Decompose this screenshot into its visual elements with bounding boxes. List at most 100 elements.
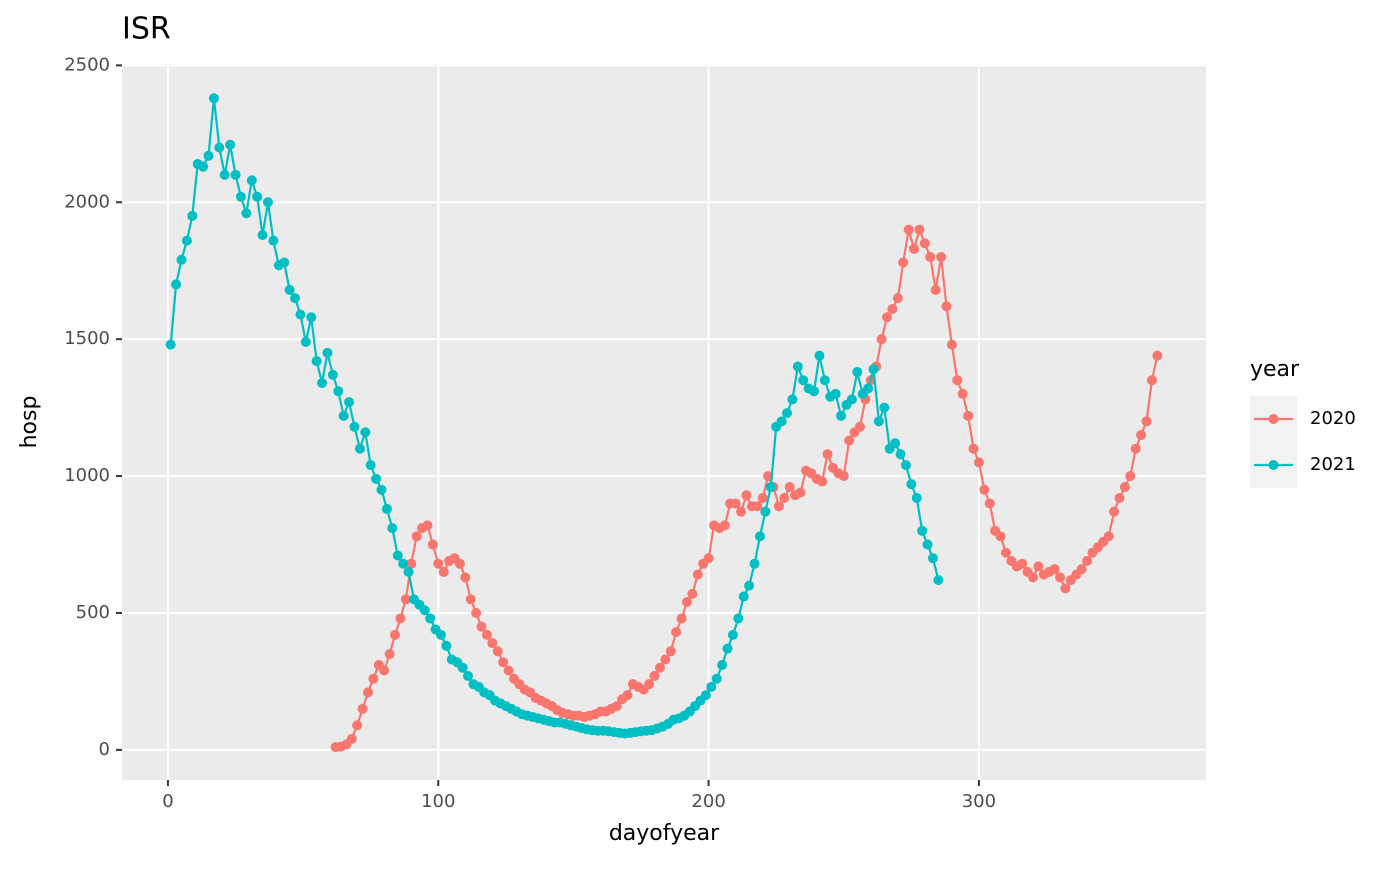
data-point [773, 501, 784, 512]
data-point [246, 175, 257, 186]
data-point [649, 670, 660, 681]
data-point [979, 484, 990, 495]
data-point [306, 312, 317, 323]
data-point [181, 235, 192, 246]
y-tick-label: 2000 [64, 191, 110, 212]
data-point [752, 501, 763, 512]
data-point [927, 553, 938, 564]
data-point [295, 309, 306, 320]
data-point [344, 397, 355, 408]
data-point [387, 523, 398, 534]
legend-title: year [1250, 357, 1300, 382]
data-point [1000, 547, 1011, 558]
data-point [671, 627, 682, 638]
data-point [225, 139, 236, 150]
data-point [171, 279, 182, 290]
data-point [754, 531, 765, 542]
data-point [703, 553, 714, 564]
data-point [900, 460, 911, 471]
data-point [890, 438, 901, 449]
legend-label: 2020 [1310, 408, 1356, 429]
data-point [809, 386, 820, 397]
data-point [1049, 564, 1060, 575]
data-point [730, 498, 741, 509]
data-point [390, 629, 401, 640]
data-point [722, 643, 733, 654]
data-point [933, 575, 944, 586]
data-point [214, 142, 225, 153]
data-point [487, 638, 498, 649]
data-point [909, 243, 920, 254]
data-point [1136, 430, 1147, 441]
data-point [903, 224, 914, 235]
data-point [952, 375, 963, 386]
data-point [798, 375, 809, 386]
data-point [1114, 492, 1125, 503]
data-point [760, 506, 771, 517]
data-point [241, 208, 252, 219]
data-point [898, 257, 909, 268]
data-point [660, 654, 671, 665]
data-point [654, 662, 665, 673]
data-point [1082, 555, 1093, 566]
data-point [176, 254, 187, 265]
data-point [371, 473, 382, 484]
data-point [741, 490, 752, 501]
data-point [311, 356, 322, 367]
data-point [352, 720, 363, 731]
data-point [492, 646, 503, 657]
data-point [1103, 531, 1114, 542]
data-point [349, 421, 360, 432]
data-point [441, 640, 452, 651]
data-point [922, 539, 933, 550]
data-point [362, 687, 373, 698]
data-point [711, 673, 722, 684]
data-point [941, 301, 952, 312]
data-point [1017, 558, 1028, 569]
data-point [395, 613, 406, 624]
y-axis-title: hosp [17, 396, 42, 449]
data-point [719, 520, 730, 531]
data-point [427, 539, 438, 550]
data-point [895, 449, 906, 460]
data-point [784, 482, 795, 493]
data-point [463, 670, 474, 681]
data-point [400, 594, 411, 605]
data-point [392, 550, 403, 561]
data-point [781, 408, 792, 419]
data-point [471, 607, 482, 618]
data-point [398, 558, 409, 569]
data-point [925, 252, 936, 263]
data-point [381, 503, 392, 514]
data-point [911, 492, 922, 503]
data-point [425, 613, 436, 624]
data-point [476, 621, 487, 632]
data-point [257, 230, 268, 241]
data-point [957, 388, 968, 399]
panel [122, 64, 1206, 780]
data-point [665, 646, 676, 657]
data-point [787, 394, 798, 405]
data-point [817, 476, 828, 487]
data-point [973, 457, 984, 468]
data-point [795, 487, 806, 498]
data-point [852, 367, 863, 378]
data-point [882, 312, 893, 323]
data-point [676, 613, 687, 624]
data-point [836, 410, 847, 421]
data-point [744, 580, 755, 591]
data-point [1060, 583, 1071, 594]
data-point [268, 235, 279, 246]
data-point [736, 506, 747, 517]
data-point [1130, 443, 1141, 454]
data-point [984, 498, 995, 509]
data-point [765, 482, 776, 493]
data-point [322, 347, 333, 358]
x-tick-label: 0 [162, 791, 173, 812]
data-point [422, 520, 433, 531]
chart-title: ISR [122, 12, 171, 47]
data-point [700, 690, 711, 701]
data-point [914, 224, 925, 235]
data-point [411, 531, 422, 542]
